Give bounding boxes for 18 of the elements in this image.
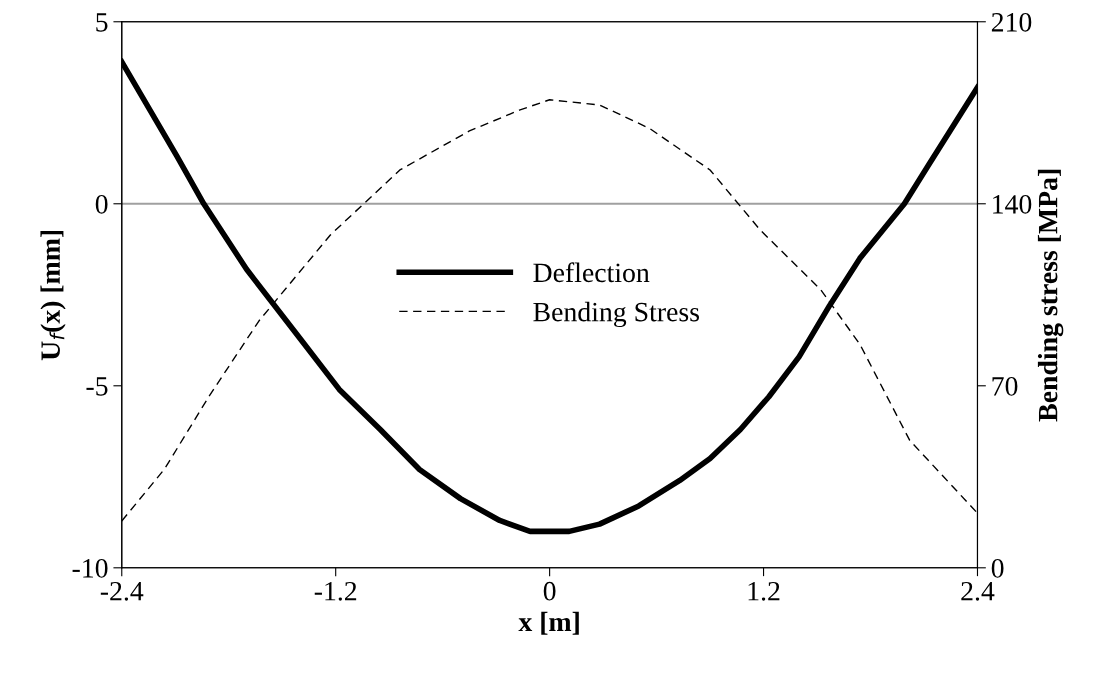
- x-axis-title: x [m]: [518, 611, 579, 635]
- x-tick-label: -1.2: [314, 581, 357, 601]
- y-tick-label: 5: [96, 13, 108, 32]
- y2-tick-label: 70: [992, 376, 1018, 396]
- x-tick-label: 1.2: [748, 581, 780, 601]
- y-axis-title: U$_{f}$(x) [mm]: [40, 230, 66, 361]
- y2-tick-label: 0: [991, 558, 1004, 578]
- x-tick-label: -2.4: [100, 581, 144, 601]
- legend-label: Bending Stress: [533, 301, 699, 328]
- legend-label: Deflection: [533, 262, 650, 283]
- y2-tick-label: 140: [993, 194, 1032, 214]
- y-tick-label: 0: [95, 194, 108, 214]
- y2-axis-title: Bending stress [MPa]: [1037, 169, 1064, 422]
- y2-tick-label: 210: [991, 12, 1032, 32]
- y-tick-label: -5: [86, 377, 108, 396]
- x-tick-label: 2.4: [961, 581, 995, 601]
- y-tick-label: -10: [72, 558, 108, 578]
- x-tick-label: 0: [543, 581, 556, 601]
